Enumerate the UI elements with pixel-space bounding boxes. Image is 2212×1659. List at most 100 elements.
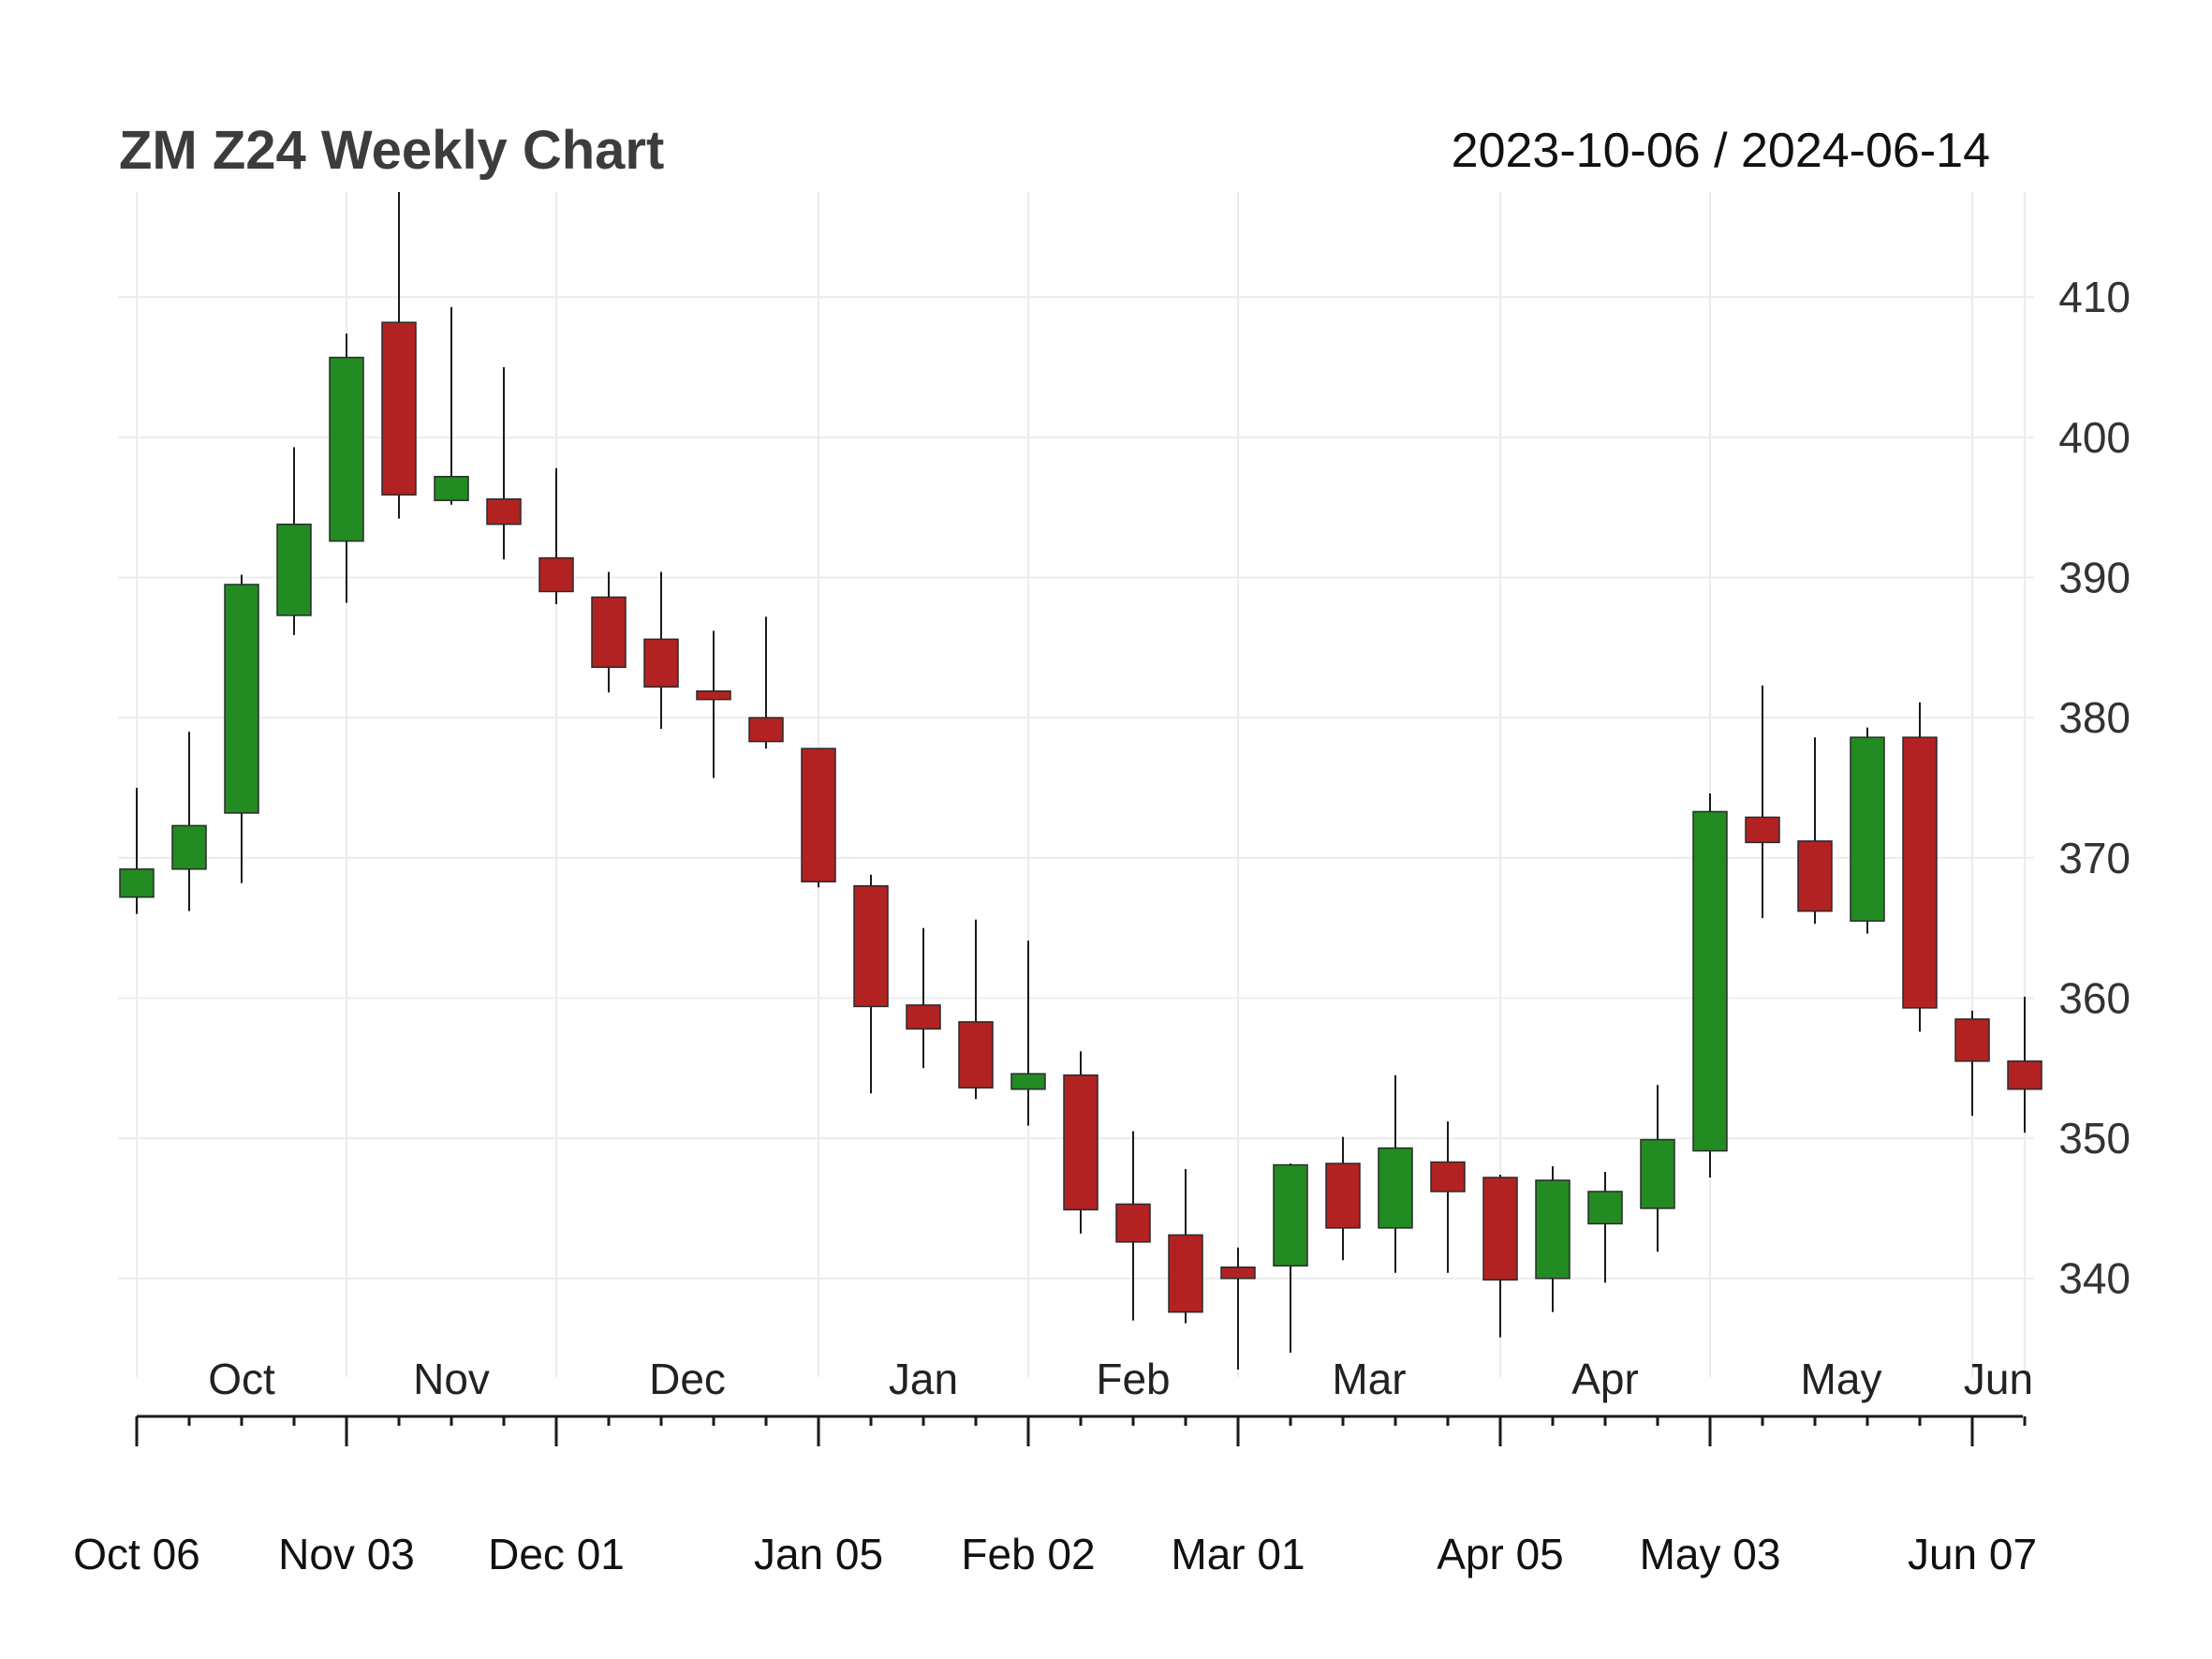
candle-2023-12-08 [591, 571, 627, 693]
candle-2024-04-12 [1535, 1166, 1571, 1312]
y-tick-label-400: 400 [2058, 413, 2131, 462]
y-axis-tick-labels: 340 350 360 370 380 390 400 410 [2058, 273, 2131, 1303]
candle-2024-05-03 [1692, 792, 1728, 1178]
y-tick-label-360: 360 [2058, 973, 2131, 1022]
candle-2024-01-12 [853, 874, 889, 1094]
candle-2024-01-05 [801, 748, 836, 888]
candle-2024-05-31 [1902, 702, 1938, 1032]
chart-title: ZM Z24 Weekly Chart [119, 120, 664, 181]
candle-2024-03-15 [1325, 1136, 1361, 1261]
candle-2023-11-10 [381, 192, 417, 519]
candle-2024-04-26 [1640, 1085, 1675, 1252]
candle-2023-12-01 [538, 467, 574, 604]
candle-2024-06-14 [2007, 996, 2042, 1133]
candle-body-2024-03-29 [1430, 1161, 1466, 1192]
x-axis-date-labels: Oct 06 Nov 03 Dec 01 Jan 05 Feb 02 Mar 01 Apr … [73, 1530, 2037, 1578]
x-date-label-0: Oct 06 [73, 1530, 200, 1578]
candle-body-2023-11-03 [329, 356, 364, 542]
candle-2024-01-19 [906, 927, 941, 1069]
candle-body-2024-03-01 [1220, 1266, 1256, 1280]
candle-body-2023-11-10 [381, 321, 417, 496]
candle-body-2024-02-09 [1063, 1074, 1099, 1211]
candle-body-2023-12-22 [696, 689, 731, 701]
candle-2024-03-01 [1220, 1247, 1256, 1370]
y-tick-label-340: 340 [2058, 1254, 2131, 1303]
candle-2023-10-06 [119, 787, 155, 914]
candle-body-2023-10-20 [224, 584, 259, 814]
candle-body-2024-06-07 [1954, 1018, 1990, 1062]
candle-body-2024-02-02 [1010, 1073, 1046, 1090]
candle-body-2024-04-26 [1640, 1138, 1675, 1209]
x-axis-ticks [135, 1416, 2027, 1446]
x-date-label-13: Jan 05 [754, 1530, 883, 1578]
month-label-Apr: Apr [1571, 1355, 1639, 1403]
candle-body-2023-12-08 [591, 596, 627, 669]
month-label-Mar: Mar [1332, 1355, 1406, 1403]
y-tick-label-350: 350 [2058, 1114, 2131, 1163]
candles [119, 192, 2042, 1370]
y-tick-label-370: 370 [2058, 834, 2131, 882]
candle-2023-12-22 [696, 630, 731, 778]
candle-2024-05-10 [1745, 685, 1780, 919]
candle-2024-05-17 [1797, 737, 1833, 925]
candle-2023-10-13 [171, 732, 207, 911]
month-label-Dec: Dec [649, 1355, 726, 1403]
candle-2023-11-17 [434, 306, 469, 505]
candle-2023-10-20 [224, 574, 259, 883]
candle-body-2023-11-17 [434, 476, 469, 501]
candle-body-2024-03-08 [1273, 1163, 1308, 1267]
candle-body-2023-12-15 [643, 638, 679, 688]
candle-2024-04-05 [1482, 1174, 1518, 1338]
candle-2024-02-09 [1063, 1051, 1099, 1234]
x-date-label-4: Nov 03 [278, 1530, 415, 1578]
candle-body-2023-10-13 [171, 824, 207, 870]
candle-body-2024-02-16 [1115, 1203, 1151, 1243]
candle-body-2023-12-01 [538, 556, 574, 593]
candle-2024-03-22 [1378, 1074, 1413, 1273]
month-label-Feb: Feb [1096, 1355, 1170, 1403]
candle-body-2024-05-03 [1692, 810, 1728, 1152]
candle-2023-12-29 [748, 616, 784, 749]
month-label-Jan: Jan [889, 1355, 958, 1403]
candle-body-2024-04-19 [1587, 1191, 1623, 1225]
candle-2024-06-07 [1954, 1010, 1990, 1117]
candle-body-2024-04-12 [1535, 1179, 1571, 1280]
candle-body-2024-01-19 [906, 1004, 941, 1030]
x-date-label-8: Dec 01 [488, 1530, 625, 1578]
candle-body-2023-12-29 [748, 717, 784, 743]
chart-date-range: 2023-10-06 / 2024-06-14 [1452, 124, 1990, 178]
x-date-label-26: Apr 05 [1437, 1530, 1564, 1578]
candle-2024-01-26 [958, 919, 994, 1100]
candle-2024-03-29 [1430, 1121, 1466, 1273]
candle-2023-12-15 [643, 571, 679, 730]
candle-body-2024-01-05 [801, 748, 836, 882]
month-label-Nov: Nov [413, 1355, 490, 1403]
candle-body-2024-01-12 [853, 884, 889, 1008]
candle-body-2024-05-10 [1745, 816, 1780, 844]
x-date-label-35: Jun 07 [1908, 1530, 2037, 1578]
candle-2024-03-08 [1273, 1163, 1308, 1354]
x-date-label-17: Feb 02 [961, 1530, 1095, 1578]
month-label-Oct: Oct [208, 1355, 275, 1403]
x-date-label-30: May 03 [1640, 1530, 1781, 1578]
candle-2024-02-23 [1168, 1169, 1203, 1324]
candle-2023-11-24 [486, 367, 522, 560]
candle-body-2023-10-06 [119, 868, 155, 898]
candle-body-2024-05-17 [1797, 840, 1833, 912]
candle-body-2024-01-26 [958, 1021, 994, 1089]
candle-body-2024-03-22 [1378, 1147, 1413, 1229]
month-label-Jun: Jun [1964, 1355, 2033, 1403]
candle-2024-02-02 [1010, 941, 1046, 1126]
candle-body-2023-11-24 [486, 497, 522, 526]
candle-body-2024-05-31 [1902, 736, 1938, 1009]
candle-2024-04-19 [1587, 1172, 1623, 1283]
candle-2023-11-03 [329, 333, 364, 603]
x-date-label-21: Mar 01 [1171, 1530, 1305, 1578]
candle-body-2024-06-14 [2007, 1060, 2042, 1090]
y-tick-label-390: 390 [2058, 554, 2131, 602]
month-label-May: May [1801, 1355, 1882, 1403]
candle-body-2024-02-23 [1168, 1234, 1203, 1313]
candle-2024-05-24 [1850, 727, 1885, 934]
y-tick-label-410: 410 [2058, 273, 2131, 321]
